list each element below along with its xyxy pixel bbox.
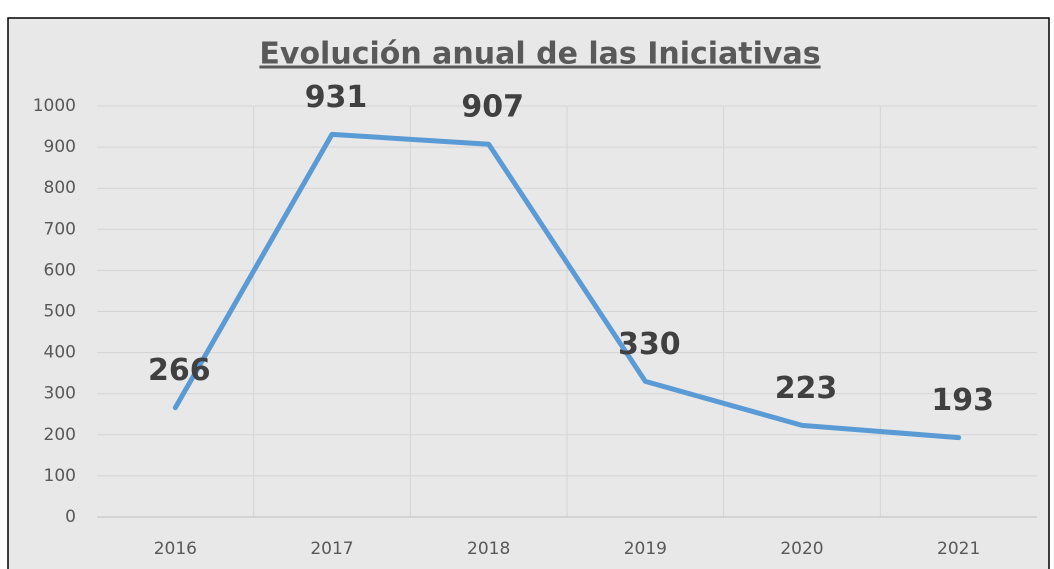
y-tick-label: 700 [44, 219, 76, 239]
x-tick-label: 2017 [310, 539, 353, 559]
line [172, 131, 962, 441]
y-tick-label: 100 [44, 466, 76, 486]
y-tick-label: 200 [44, 425, 76, 445]
data-label: 931 [305, 80, 368, 115]
y-tick-label: 500 [44, 302, 76, 322]
x-tick-label: 2018 [467, 539, 510, 559]
data-label: 223 [775, 371, 838, 406]
x-tick-label: 2019 [624, 539, 667, 559]
y-tick-label: 800 [44, 178, 76, 198]
x-tick-label: 2021 [937, 539, 980, 559]
y-tick-label: 900 [44, 137, 76, 157]
data-label: 330 [618, 327, 681, 362]
data-label: 193 [931, 383, 994, 418]
chart-title: Evolución anual de las Iniciativas [259, 37, 820, 72]
data-label: 907 [461, 90, 524, 125]
y-tick-label: 1000 [33, 96, 76, 116]
chart-background [7, 17, 1050, 569]
y-tick-label: 300 [44, 384, 76, 404]
y-tick-label: 0 [65, 507, 76, 527]
data-label: 266 [148, 353, 211, 388]
y-tick-label: 400 [44, 343, 76, 363]
x-tick-label: 2016 [154, 539, 197, 559]
y-tick-label: 600 [44, 260, 76, 280]
x-tick-label: 2020 [780, 539, 823, 559]
